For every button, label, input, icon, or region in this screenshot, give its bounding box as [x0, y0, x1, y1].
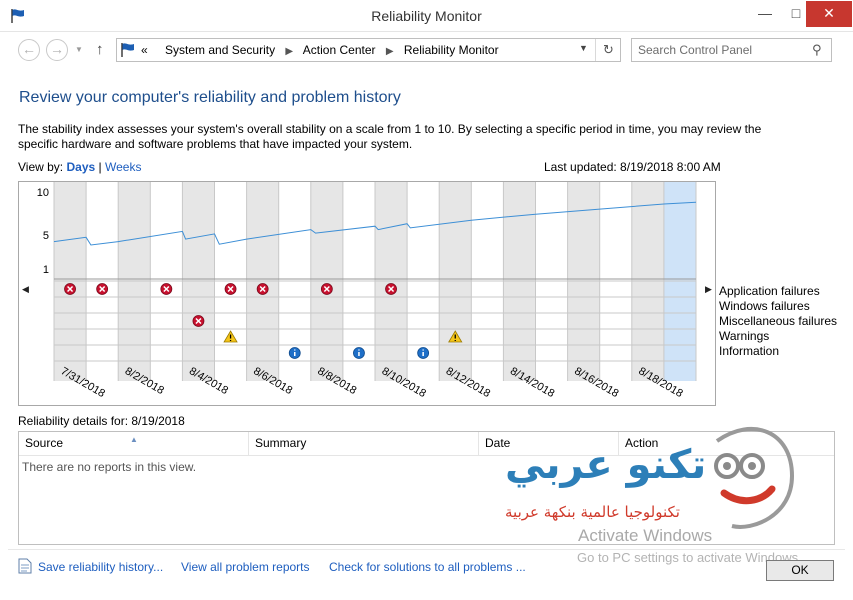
save-reliability-history-link[interactable]: Save reliability history... — [38, 560, 164, 574]
column-action-label: Action — [625, 436, 659, 450]
footer: Save reliability history... View all pro… — [0, 549, 853, 600]
column-action[interactable]: Action — [619, 432, 834, 456]
close-button[interactable]: ✕ — [806, 1, 852, 27]
navigation-bar: ← → ▼ ↑ « System and Security ▶ Action C… — [0, 33, 853, 67]
up-arrow-icon[interactable]: ↑ — [96, 41, 104, 58]
view-days-link[interactable]: Days — [66, 160, 96, 174]
breadcrumb-system-and-security[interactable]: System and Security — [165, 43, 276, 57]
view-all-problem-reports-link[interactable]: View all problem reports — [181, 560, 310, 574]
error-icon-cross — [163, 285, 170, 293]
error-icon-cross — [67, 285, 74, 293]
error-icon-cross — [259, 285, 266, 293]
sort-ascending-icon: ▲ — [130, 435, 138, 444]
title-bar: Reliability Monitor — □ ✕ — [0, 0, 853, 32]
table-header: Source ▲ Summary Date Action — [19, 432, 834, 456]
legend-application-failures: Application failures — [719, 284, 820, 298]
search-box[interactable]: ⚲ — [631, 38, 832, 62]
error-icon-cross — [388, 285, 395, 293]
chart-legend: Application failures Windows failures Mi… — [719, 284, 837, 359]
breadcrumb-overflow[interactable]: « — [141, 43, 148, 57]
forward-button[interactable]: → — [46, 39, 68, 61]
stability-chart[interactable]: 10 5 1 7/31/2018 8/2/2018 8/4/2018 8/6/2018 8/8… — [18, 181, 716, 406]
empty-message: There are no reports in this view. — [22, 460, 197, 474]
back-button[interactable]: ← — [18, 39, 40, 61]
window-title: Reliability Monitor — [371, 8, 482, 24]
document-save-icon — [18, 558, 32, 574]
column-summary-label: Summary — [255, 436, 307, 450]
breadcrumb-reliability-monitor[interactable]: Reliability Monitor — [403, 43, 499, 57]
error-icon-cross — [195, 317, 202, 325]
scroll-left-icon[interactable]: ◀ — [22, 284, 29, 294]
breadcrumb: « System and Security ▶ Action Center ▶ … — [141, 43, 499, 57]
column-source-label: Source — [25, 436, 64, 450]
column-source[interactable]: Source ▲ — [19, 432, 249, 456]
view-separator: | — [98, 160, 102, 174]
refresh-icon[interactable]: ↻ — [595, 39, 621, 61]
activate-windows-title: Activate Windows — [578, 526, 713, 545]
page-title: Review your computer's reliability and p… — [19, 89, 401, 106]
legend-miscellaneous-failures: Miscellaneous failures — [719, 314, 838, 328]
y-tick-label: 1 — [43, 264, 49, 276]
check-for-solutions-link[interactable]: Check for solutions to all problems ... — [329, 560, 526, 574]
minimize-button[interactable]: — — [758, 5, 772, 21]
legend-warnings: Warnings — [719, 329, 770, 343]
search-input[interactable] — [638, 42, 808, 58]
maximize-button[interactable]: □ — [791, 5, 801, 21]
chevron-right-icon[interactable]: ▶ — [285, 46, 294, 57]
search-icon[interactable]: ⚲ — [812, 42, 822, 57]
error-icon-cross — [99, 285, 106, 293]
flag-icon — [121, 43, 134, 57]
watermark-tagline: تكنولوجيا عالمية بنكهة عربية — [505, 503, 680, 521]
column-date[interactable]: Date — [479, 432, 619, 456]
activate-windows-subtitle: Go to PC settings to activate Windows. — [577, 550, 802, 565]
flag-icon — [11, 9, 24, 23]
address-dropdown-icon[interactable]: ▼ — [579, 43, 588, 53]
column-summary[interactable]: Summary — [249, 432, 479, 456]
address-bar[interactable]: « System and Security ▶ Action Center ▶ … — [116, 38, 621, 62]
ok-button[interactable]: OK — [766, 560, 834, 581]
y-tick-label: 10 — [37, 187, 49, 199]
last-updated: Last updated: 8/19/2018 8:00 AM — [544, 160, 721, 174]
recent-locations-chevron-icon[interactable]: ▼ — [75, 45, 83, 54]
error-icon-cross — [227, 285, 234, 293]
breadcrumb-action-center[interactable]: Action Center — [302, 43, 376, 57]
column-date-label: Date — [485, 436, 511, 450]
error-icon-cross — [323, 285, 330, 293]
page-description: The stability index assesses your system… — [18, 122, 762, 151]
view-by: View by: Days | Weeks — [18, 160, 141, 174]
watermark-logo-text: تكنو عربي — [505, 442, 707, 488]
details-label: Reliability details for: 8/19/2018 — [18, 414, 185, 428]
watermark-logo-icon — [714, 426, 795, 529]
footer-divider — [8, 549, 845, 550]
view-weeks-link[interactable]: Weeks — [104, 160, 142, 174]
stability-line — [53, 201, 697, 246]
chevron-right-icon[interactable]: ▶ — [385, 46, 394, 57]
legend-windows-failures: Windows failures — [719, 299, 810, 313]
legend-information: Information — [719, 344, 780, 358]
view-by-label: View by: — [18, 160, 64, 174]
scroll-right-icon[interactable]: ▶ — [705, 284, 712, 294]
details-table: Source ▲ Summary Date Action There are n… — [18, 431, 835, 545]
y-tick-label: 5 — [43, 230, 49, 242]
